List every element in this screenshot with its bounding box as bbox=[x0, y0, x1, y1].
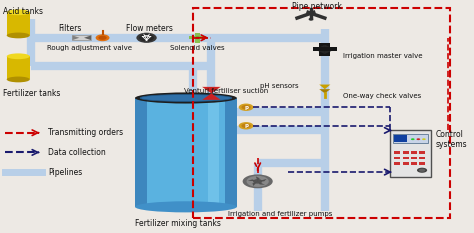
Ellipse shape bbox=[309, 18, 313, 21]
Text: Flow meters: Flow meters bbox=[126, 24, 173, 33]
Polygon shape bbox=[258, 181, 265, 185]
Bar bbox=[419, 157, 425, 159]
Bar bbox=[193, 8, 450, 218]
Ellipse shape bbox=[139, 34, 154, 41]
Bar bbox=[402, 162, 409, 165]
Text: Transmitting orders: Transmitting orders bbox=[48, 128, 123, 137]
Bar bbox=[394, 162, 400, 165]
Bar bbox=[419, 162, 425, 165]
Bar bbox=[411, 162, 417, 165]
Bar bbox=[7, 56, 30, 79]
Ellipse shape bbox=[239, 122, 254, 130]
Bar bbox=[313, 48, 337, 51]
Polygon shape bbox=[202, 93, 220, 100]
Bar bbox=[225, 98, 237, 207]
Bar bbox=[319, 43, 330, 56]
Text: Filters: Filters bbox=[59, 24, 82, 33]
Ellipse shape bbox=[417, 168, 427, 173]
Ellipse shape bbox=[7, 33, 30, 38]
Ellipse shape bbox=[422, 138, 426, 140]
Bar bbox=[402, 151, 409, 154]
Bar bbox=[195, 33, 200, 43]
Ellipse shape bbox=[417, 138, 420, 140]
Ellipse shape bbox=[7, 9, 30, 15]
Bar bbox=[394, 135, 407, 142]
Ellipse shape bbox=[7, 53, 30, 59]
Ellipse shape bbox=[241, 123, 251, 128]
Ellipse shape bbox=[241, 105, 251, 110]
Text: Control
systems: Control systems bbox=[436, 130, 467, 149]
Ellipse shape bbox=[140, 95, 232, 101]
Text: Rough adjustment valve: Rough adjustment valve bbox=[47, 45, 132, 51]
Bar bbox=[135, 98, 237, 207]
Ellipse shape bbox=[239, 103, 254, 111]
Text: Pipe network: Pipe network bbox=[292, 2, 342, 11]
Text: p: p bbox=[244, 105, 248, 110]
Bar bbox=[411, 157, 417, 159]
Ellipse shape bbox=[137, 33, 157, 43]
Bar bbox=[189, 36, 206, 39]
Bar bbox=[419, 151, 425, 154]
Text: Pipelines: Pipelines bbox=[48, 168, 82, 177]
Ellipse shape bbox=[135, 201, 237, 212]
Bar bbox=[394, 157, 400, 159]
Text: Acid tanks: Acid tanks bbox=[3, 7, 43, 16]
Polygon shape bbox=[247, 179, 258, 181]
Polygon shape bbox=[202, 87, 220, 93]
Ellipse shape bbox=[253, 179, 262, 184]
Polygon shape bbox=[319, 89, 330, 93]
Text: Fertilizer tanks: Fertilizer tanks bbox=[3, 89, 60, 98]
Ellipse shape bbox=[246, 176, 269, 187]
Text: One-way check valves: One-way check valves bbox=[343, 93, 421, 99]
Bar bbox=[402, 157, 409, 159]
Ellipse shape bbox=[135, 93, 237, 103]
Ellipse shape bbox=[99, 36, 107, 40]
Bar bbox=[73, 35, 91, 40]
Bar bbox=[135, 98, 147, 207]
Text: Solenoid valves: Solenoid valves bbox=[170, 45, 224, 51]
Bar bbox=[390, 130, 431, 177]
Bar bbox=[411, 151, 417, 154]
Bar bbox=[208, 98, 219, 207]
Bar bbox=[393, 134, 428, 143]
Bar bbox=[7, 12, 30, 35]
Polygon shape bbox=[315, 45, 325, 54]
Text: Fertilizer mixing tanks: Fertilizer mixing tanks bbox=[135, 219, 221, 228]
Text: p: p bbox=[244, 123, 248, 128]
Ellipse shape bbox=[419, 169, 425, 172]
Polygon shape bbox=[73, 35, 80, 40]
Bar bbox=[394, 151, 400, 154]
Text: Venturi fertiliser suction: Venturi fertiliser suction bbox=[183, 88, 268, 94]
Ellipse shape bbox=[96, 34, 109, 41]
Ellipse shape bbox=[195, 36, 200, 39]
Polygon shape bbox=[256, 176, 260, 181]
Polygon shape bbox=[84, 35, 91, 40]
Ellipse shape bbox=[411, 138, 415, 140]
Polygon shape bbox=[319, 85, 330, 89]
Text: Irrigation master valve: Irrigation master valve bbox=[343, 53, 423, 59]
Polygon shape bbox=[253, 181, 258, 186]
Text: Data collection: Data collection bbox=[48, 148, 106, 157]
Polygon shape bbox=[325, 45, 335, 54]
Polygon shape bbox=[258, 179, 266, 181]
Text: Irrigation and fertilizer pumps: Irrigation and fertilizer pumps bbox=[228, 211, 332, 217]
Text: pH sensors: pH sensors bbox=[260, 83, 299, 89]
Ellipse shape bbox=[7, 77, 30, 82]
Ellipse shape bbox=[243, 175, 273, 188]
